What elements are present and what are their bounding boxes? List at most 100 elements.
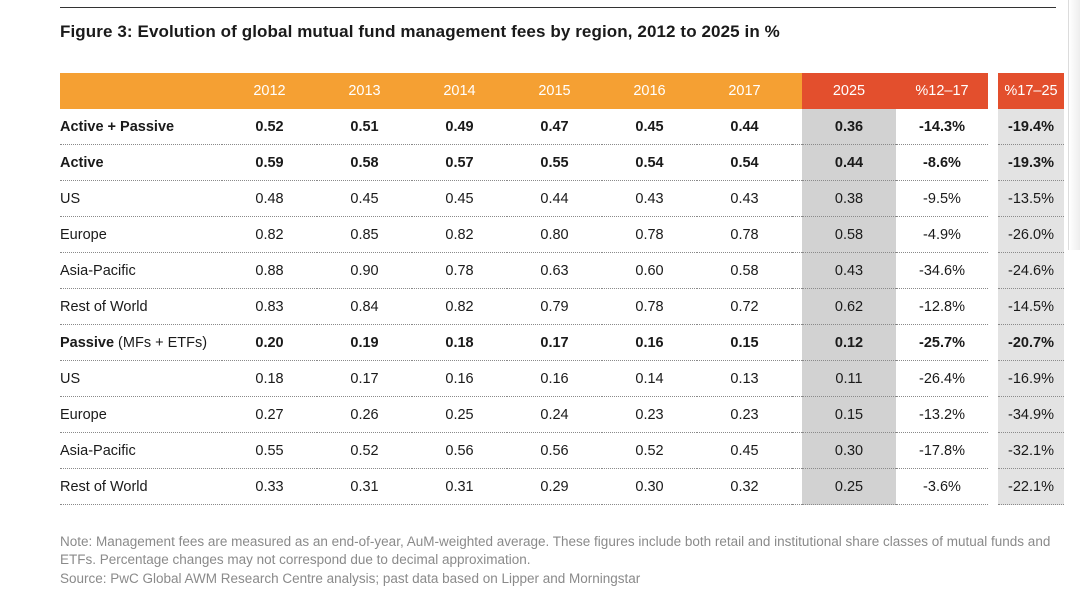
cell-spacer <box>792 289 802 325</box>
cell-spacer <box>792 145 802 181</box>
header-2012: 2012 <box>222 73 317 109</box>
cell-spacer <box>792 181 802 217</box>
cell-2013: 0.52 <box>317 433 412 469</box>
cell-2013: 0.19 <box>317 325 412 361</box>
cell-2025: 0.12 <box>802 325 896 361</box>
cell-2025: 0.30 <box>802 433 896 469</box>
cell-2016: 0.52 <box>602 433 697 469</box>
table-row: Passive (MFs + ETFs) 0.20 0.19 0.18 0.17 0.16… <box>60 325 1064 361</box>
cell-2025: 0.44 <box>802 145 896 181</box>
row-label-text: US <box>60 190 81 207</box>
header-2013: 2013 <box>317 73 412 109</box>
cell-2015: 0.29 <box>507 469 602 505</box>
header-2015: 2015 <box>507 73 602 109</box>
cell-2012: 0.48 <box>222 181 317 217</box>
cell-2025: 0.25 <box>802 469 896 505</box>
cell-2014: 0.31 <box>412 469 507 505</box>
cell-2012: 0.88 <box>222 253 317 289</box>
row-label: Europe <box>60 397 222 433</box>
figure-title: Figure 3: Evolution of global mutual fun… <box>60 22 780 41</box>
cell-2015: 0.47 <box>507 109 602 145</box>
row-label: Europe <box>60 217 222 253</box>
fees-table: 2012 2013 2014 2015 2016 2017 2025 %12–1… <box>60 73 1064 505</box>
header-gap <box>988 73 998 109</box>
table-row: Asia-Pacific 0.88 0.90 0.78 0.63 0.60 0.58 0.43… <box>60 253 1064 289</box>
cell-2015: 0.44 <box>507 181 602 217</box>
table-row: Active + Passive 0.52 0.51 0.49 0.47 0.45 0.44… <box>60 109 1064 145</box>
cell-2012: 0.55 <box>222 433 317 469</box>
cell-2013: 0.58 <box>317 145 412 181</box>
cell-2012: 0.59 <box>222 145 317 181</box>
header-spacer <box>792 73 802 109</box>
table-row: US 0.18 0.17 0.16 0.16 0.14 0.13 0.11 -26.4% -16.… <box>60 361 1064 397</box>
cell-2013: 0.26 <box>317 397 412 433</box>
header-label-cell <box>60 73 222 109</box>
row-label: Rest of World <box>60 469 222 505</box>
header-2025: 2025 <box>802 73 896 109</box>
cell-2016: 0.45 <box>602 109 697 145</box>
cell-2017: 0.44 <box>697 109 792 145</box>
row-label-text: Asia-Pacific <box>60 262 136 279</box>
cell-pct-17-25: -22.1% <box>998 469 1064 505</box>
cell-gap <box>988 109 998 145</box>
row-label: Passive (MFs + ETFs) <box>60 325 222 361</box>
cell-2013: 0.45 <box>317 181 412 217</box>
cell-2017: 0.43 <box>697 181 792 217</box>
row-label: Asia-Pacific <box>60 433 222 469</box>
cell-spacer <box>792 397 802 433</box>
cell-2014: 0.18 <box>412 325 507 361</box>
table-row: Europe 0.82 0.85 0.82 0.80 0.78 0.78 0.58 -4.9% -… <box>60 217 1064 253</box>
cell-2012: 0.20 <box>222 325 317 361</box>
cell-2016: 0.16 <box>602 325 697 361</box>
cell-pct-12-17: -13.2% <box>896 397 988 433</box>
cell-gap <box>988 289 998 325</box>
cell-2016: 0.54 <box>602 145 697 181</box>
page-edge-shadow <box>1068 0 1080 250</box>
cell-pct-17-25: -26.0% <box>998 217 1064 253</box>
cell-2025: 0.62 <box>802 289 896 325</box>
cell-pct-12-17: -4.9% <box>896 217 988 253</box>
cell-pct-12-17: -14.3% <box>896 109 988 145</box>
cell-gap <box>988 253 998 289</box>
cell-2015: 0.56 <box>507 433 602 469</box>
cell-2014: 0.45 <box>412 181 507 217</box>
fees-table-body: Active + Passive 0.52 0.51 0.49 0.47 0.45 0.44… <box>60 109 1064 505</box>
row-label-text: US <box>60 370 81 387</box>
row-label-text: Passive <box>60 334 115 351</box>
cell-2015: 0.80 <box>507 217 602 253</box>
cell-2012: 0.33 <box>222 469 317 505</box>
cell-pct-17-25: -19.4% <box>998 109 1064 145</box>
cell-2017: 0.32 <box>697 469 792 505</box>
row-label: US <box>60 181 222 217</box>
cell-2015: 0.79 <box>507 289 602 325</box>
cell-2013: 0.51 <box>317 109 412 145</box>
cell-pct-12-17: -17.8% <box>896 433 988 469</box>
header-pct-17-25: %17–25 <box>998 73 1064 109</box>
cell-pct-12-17: -9.5% <box>896 181 988 217</box>
row-label-text: Europe <box>60 406 107 423</box>
cell-2014: 0.78 <box>412 253 507 289</box>
cell-2015: 0.55 <box>507 145 602 181</box>
footnote-source: Source: PwC Global AWM Research Centre a… <box>60 571 641 586</box>
cell-2017: 0.58 <box>697 253 792 289</box>
cell-2012: 0.27 <box>222 397 317 433</box>
row-label-text: Asia-Pacific <box>60 442 136 459</box>
cell-spacer <box>792 109 802 145</box>
cell-2014: 0.49 <box>412 109 507 145</box>
cell-2012: 0.83 <box>222 289 317 325</box>
cell-2015: 0.63 <box>507 253 602 289</box>
cell-gap <box>988 217 998 253</box>
table-row: Asia-Pacific 0.55 0.52 0.56 0.56 0.52 0.45 0.30… <box>60 433 1064 469</box>
cell-spacer <box>792 217 802 253</box>
row-label-text: Active + Passive <box>60 118 175 135</box>
table-row: Active 0.59 0.58 0.57 0.55 0.54 0.54 0.44 -8.6% -… <box>60 145 1064 181</box>
cell-2015: 0.17 <box>507 325 602 361</box>
cell-pct-12-17: -12.8% <box>896 289 988 325</box>
cell-spacer <box>792 253 802 289</box>
cell-gap <box>988 361 998 397</box>
cell-2013: 0.84 <box>317 289 412 325</box>
cell-2017: 0.15 <box>697 325 792 361</box>
row-label: Active + Passive <box>60 109 222 145</box>
cell-pct-17-25: -32.1% <box>998 433 1064 469</box>
cell-spacer <box>792 325 802 361</box>
